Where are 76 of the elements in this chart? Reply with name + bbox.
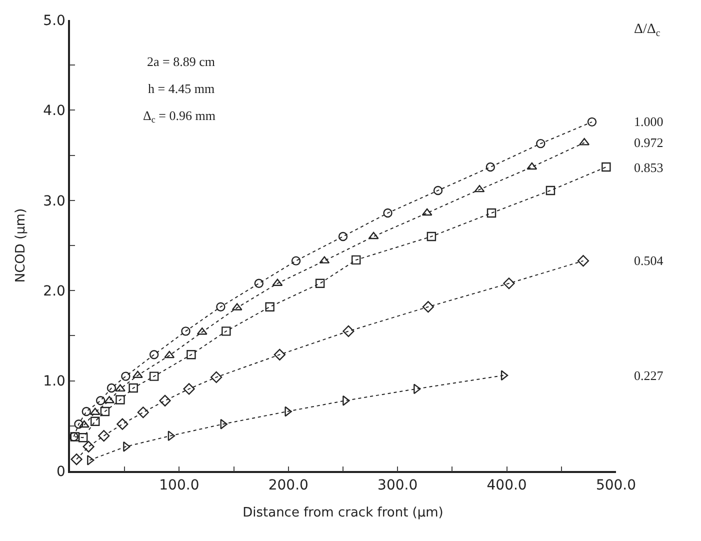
point	[486, 208, 496, 218]
point	[168, 430, 176, 442]
point	[222, 326, 231, 336]
point	[100, 406, 110, 416]
legend-title: Δ/Δ$_{c}$	[634, 22, 661, 39]
y-tick-label: 4.0	[43, 103, 66, 120]
point	[315, 278, 325, 288]
point	[82, 440, 94, 452]
point	[196, 327, 208, 335]
text: 0.972	[634, 135, 664, 150]
point	[186, 350, 196, 360]
point	[116, 418, 128, 430]
y-tick-label: 1.0	[43, 374, 66, 390]
point	[96, 396, 106, 406]
y-tick-label: 2.0	[43, 284, 66, 300]
y-tick-label: 0	[56, 464, 66, 480]
point	[368, 232, 379, 240]
series-label: 0.853	[634, 160, 664, 175]
point	[433, 186, 443, 196]
point	[128, 383, 138, 393]
point	[82, 406, 91, 416]
point	[338, 232, 348, 242]
point	[526, 162, 538, 170]
point	[352, 255, 361, 265]
point	[74, 420, 84, 429]
point	[159, 394, 171, 406]
y-tick-label: 5.0	[43, 12, 66, 29]
point	[291, 256, 301, 266]
point	[106, 383, 116, 393]
point	[70, 453, 82, 466]
point	[149, 372, 159, 381]
point	[536, 138, 546, 148]
annotation: h = 4.45 mm	[148, 81, 215, 96]
point	[78, 420, 90, 428]
point	[426, 232, 436, 242]
x-tick-label: 300.0	[378, 478, 418, 494]
point	[164, 350, 175, 358]
point	[78, 433, 88, 442]
point	[342, 325, 354, 337]
point	[210, 371, 222, 383]
y-axis-title: NCOD (μm)	[14, 208, 29, 283]
point	[274, 348, 286, 360]
point	[183, 383, 195, 395]
text: 1.000	[634, 114, 664, 129]
point	[254, 278, 264, 288]
point	[216, 302, 226, 312]
annotation: 2a = 8.89 cm	[147, 54, 215, 69]
point	[116, 395, 125, 404]
point	[503, 278, 515, 290]
point	[265, 302, 274, 312]
point	[121, 372, 130, 381]
x-tick-label: 200.0	[268, 478, 308, 494]
point	[181, 326, 190, 336]
point	[137, 406, 149, 418]
point	[383, 208, 392, 218]
point	[577, 255, 590, 267]
point	[546, 186, 556, 196]
point	[602, 162, 611, 172]
x-tick-label: 100.0	[159, 478, 200, 494]
point	[149, 350, 159, 360]
x-tick-label: 500.0	[596, 478, 636, 494]
point	[486, 162, 496, 172]
annotation: Δ$_{c}$ = 0.96 mm	[143, 108, 216, 125]
point	[98, 430, 110, 442]
text: 0.227	[634, 368, 664, 383]
x-axis-title: Distance from crack front (μm)	[242, 506, 444, 521]
x-tick-label: 400.0	[486, 478, 527, 494]
point	[587, 117, 597, 127]
point	[474, 184, 485, 192]
point	[115, 384, 126, 392]
point	[422, 208, 432, 216]
point	[422, 301, 434, 313]
point	[90, 416, 100, 426]
point	[500, 370, 508, 381]
y-tick-label: 3.0	[43, 193, 66, 210]
text: 0.504	[634, 253, 664, 268]
